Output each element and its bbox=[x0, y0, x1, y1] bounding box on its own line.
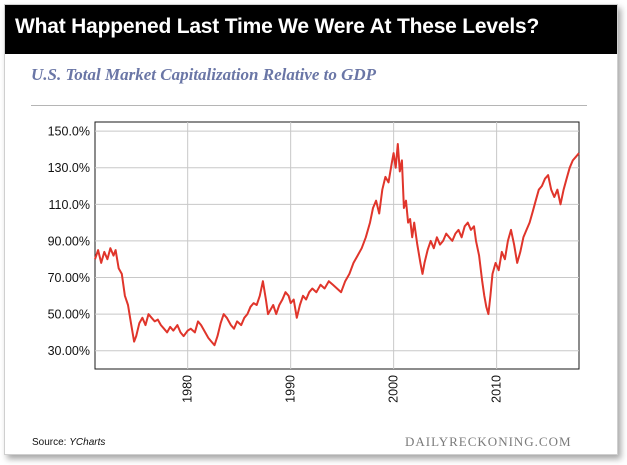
x-tick-label: 2010 bbox=[490, 375, 504, 403]
y-tick-label: 30.00% bbox=[48, 344, 90, 358]
gridlines bbox=[95, 122, 579, 369]
y-tick-label: 50.00% bbox=[48, 308, 90, 322]
brand-watermark: DAILYRECKONING.COM bbox=[405, 434, 572, 449]
x-axis: 1980 1990 2000 2010 bbox=[181, 375, 504, 403]
y-tick-label: 130.0% bbox=[48, 161, 90, 175]
banner-title: What Happened Last Time We Were At These… bbox=[15, 15, 540, 38]
source-label: Source: bbox=[32, 437, 67, 448]
title-banner: What Happened Last Time We Were At These… bbox=[5, 5, 617, 54]
y-tick-label: 70.00% bbox=[48, 271, 90, 285]
series-line bbox=[94, 143, 580, 347]
y-tick-label: 150.0% bbox=[48, 125, 90, 139]
x-tick-label: 1980 bbox=[181, 375, 195, 403]
source-note: Source: YCharts bbox=[32, 437, 105, 448]
chart-subtitle: U.S. Total Market Capitalization Relativ… bbox=[31, 65, 377, 84]
source-name: YCharts bbox=[69, 437, 106, 448]
y-tick-label: 110.0% bbox=[49, 198, 90, 212]
x-tick-label: 1990 bbox=[284, 375, 298, 403]
y-tick-label: 90.00% bbox=[48, 234, 90, 248]
divider bbox=[31, 105, 587, 106]
x-tick-label: 2000 bbox=[387, 375, 401, 403]
series-group bbox=[94, 143, 580, 347]
y-axis: 30.00% 50.00% 70.00% 90.00% 110.0% 130.0% 150.… bbox=[48, 125, 90, 359]
